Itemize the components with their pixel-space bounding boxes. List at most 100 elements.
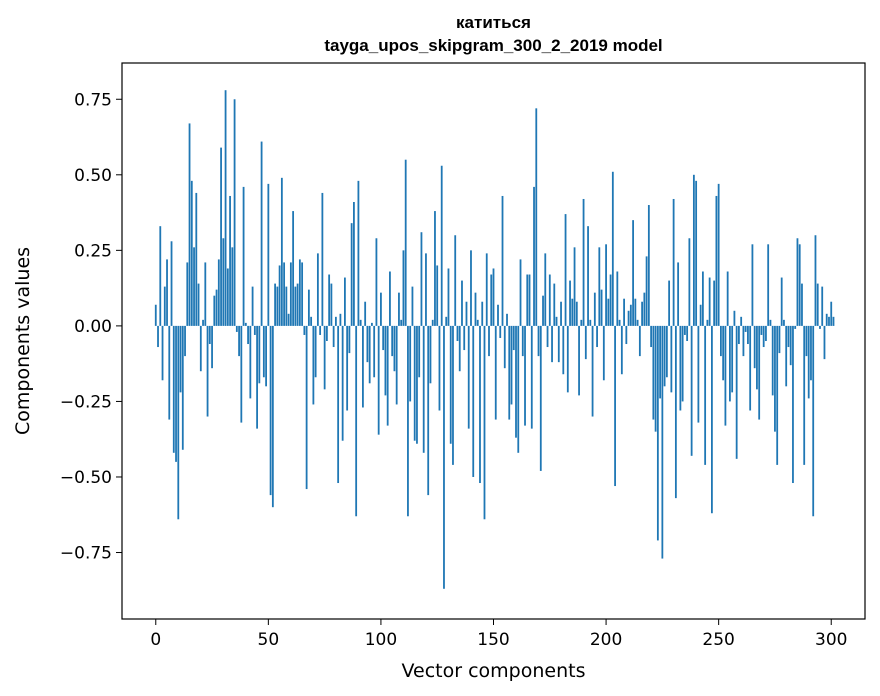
y-tick-label-5: 0.50 [74,166,112,186]
bar-118 [420,232,423,326]
bar-49 [265,325,267,387]
bar-243 [701,271,704,326]
bar-28 [217,259,220,326]
bar-288 [803,325,806,465]
bar-289 [805,325,808,357]
bar-211 [629,304,632,326]
bar-42 [249,325,252,399]
bar-248 [713,280,716,326]
bar-277 [778,325,781,354]
bar-278 [780,277,783,326]
bar-150 [492,268,495,326]
bar-180 [560,301,562,326]
bar-163 [521,325,524,357]
bar-298 [825,313,828,326]
bar-54 [276,286,279,326]
bar-48 [262,325,265,378]
bar-142 [474,292,477,326]
bar-120 [425,253,427,326]
bar-176 [551,325,553,363]
bar-246 [708,277,711,326]
bar-112 [407,325,409,517]
bar-287 [801,283,803,326]
bar-23 [206,325,209,417]
bar-299 [828,316,830,326]
bar-208 [623,298,625,326]
bar-6 [168,325,171,420]
bar-191 [584,325,587,360]
bar-65 [301,262,304,326]
bar-178 [555,316,558,326]
bar-93 [364,301,367,326]
bar-198 [600,289,603,326]
bar-281 [787,325,790,348]
bar-56 [280,177,283,326]
bar-143 [476,319,479,326]
bar-26 [213,295,216,326]
bar-154 [501,195,504,326]
bar-66 [303,325,306,335]
bar-207 [620,325,623,375]
bar-17 [193,247,195,326]
bar-189 [580,319,583,326]
bar-63 [296,283,299,326]
bar-297 [823,325,826,360]
bar-224 [659,325,662,399]
bar-151 [494,325,497,420]
bar-160 [515,325,517,438]
bar-293 [814,235,817,326]
bar-10 [177,325,180,520]
bar-242 [699,304,702,326]
bar-214 [636,319,639,326]
bar-270 [762,325,765,348]
bar-275 [774,325,776,432]
bar-123 [431,319,434,326]
bar-79 [332,325,335,348]
y-tick-label-6: 0.75 [74,90,112,110]
bar-139 [467,325,470,429]
bar-177 [553,283,556,326]
bar-126 [438,325,441,411]
bar-284 [794,325,797,329]
bar-252 [722,325,725,381]
bar-164 [524,325,526,426]
bar-127 [440,165,443,326]
bar-175 [548,274,551,326]
bar-301 [832,316,835,326]
bar-92 [362,325,364,408]
bar-192 [587,226,589,326]
bar-114 [411,286,414,326]
bar-36 [235,325,238,332]
bar-100 [380,292,382,326]
y-tick-label-1: −0.50 [60,468,112,488]
bar-256 [731,325,734,393]
bar-153 [499,325,502,338]
bar-257 [733,310,736,326]
bar-216 [641,301,643,326]
bar-196 [596,325,598,348]
bar-285 [796,238,799,326]
bar-67 [305,325,308,490]
x-tick-label-50: 50 [258,630,280,650]
bar-292 [812,325,815,517]
bar-197 [598,247,601,326]
bar-296 [821,286,824,326]
bar-122 [429,325,432,384]
bar-161 [517,325,520,453]
bar-262 [744,325,747,332]
bar-239 [692,174,695,326]
y-tick-label-3: 0.00 [74,317,112,337]
bar-47 [260,141,263,326]
bar-133 [454,235,457,326]
bar-152 [497,304,499,326]
bar-165 [526,274,529,326]
chart-title-line1: катиться [456,13,531,32]
bar-95 [368,325,371,384]
y-axis-title: Components values [12,247,34,435]
bar-155 [503,325,506,369]
bar-15 [188,123,191,326]
bar-230 [672,198,675,326]
bar-99 [377,325,380,435]
bar-237 [688,238,691,326]
